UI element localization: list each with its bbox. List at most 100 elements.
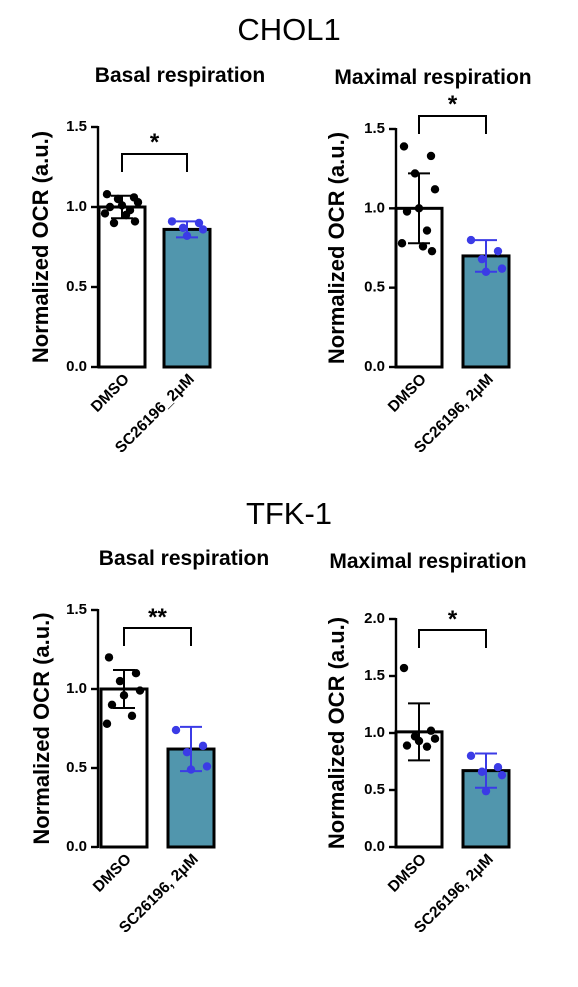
panel-title: Basal respiration (99, 547, 269, 570)
y-tick-label: 0.0 (364, 358, 385, 375)
x-category-label: DMSO (90, 851, 135, 896)
data-point-dmso (426, 726, 436, 735)
data-point-dmso (102, 719, 112, 728)
y-tick-label: 0.5 (66, 278, 87, 295)
significance-marker: * (448, 606, 458, 633)
significance-marker: ** (148, 604, 167, 631)
data-point-sc26196 (202, 762, 212, 771)
data-point-sc26196 (466, 751, 476, 760)
data-point-sc26196 (186, 765, 196, 774)
data-point-dmso (399, 663, 409, 673)
data-point-sc26196 (171, 725, 181, 735)
data-point-dmso (422, 226, 432, 235)
data-point-dmso (121, 210, 131, 220)
data-point-dmso (130, 217, 140, 226)
data-point-dmso (131, 669, 141, 678)
data-point-dmso (100, 209, 110, 218)
y-tick-label: 0.0 (364, 838, 385, 855)
chart-chol1-maximal-respiration: Maximal respiration Normalized OCR (a.u.)… (324, 66, 532, 457)
data-point-dmso (107, 700, 117, 709)
data-point-sc26196 (182, 231, 192, 240)
data-point-dmso (399, 142, 409, 151)
bar-dmso (99, 687, 149, 849)
x-category-label: DMSO (88, 371, 133, 416)
data-point-dmso (430, 185, 440, 194)
x-category-label: DMSO (385, 851, 430, 896)
y-tick-label: 0.5 (66, 759, 87, 776)
y-tick-label: 2.0 (364, 610, 385, 627)
y-axis-label: Normalized OCR (a.u.) (324, 617, 349, 849)
data-point-dmso (133, 198, 143, 207)
y-axis-label: Normalized OCR (a.u.) (324, 132, 349, 364)
data-point-dmso (113, 194, 123, 204)
data-point-dmso (402, 207, 412, 216)
data-point-sc26196 (477, 254, 487, 264)
data-point-dmso (426, 151, 436, 161)
significance-bracket (123, 627, 192, 646)
data-point-sc26196 (167, 217, 177, 226)
y-tick-label: 1.5 (66, 118, 87, 135)
data-point-dmso (115, 676, 125, 686)
y-tick-label: 0.5 (364, 781, 385, 798)
data-point-sc26196 (198, 741, 208, 751)
y-tick-label: 1.5 (364, 120, 385, 137)
group-title-tfk1: TFK-1 (245, 496, 333, 531)
data-point-dmso (135, 686, 145, 695)
data-point-dmso (102, 190, 112, 199)
data-point-sc26196 (481, 786, 491, 796)
data-point-dmso (410, 169, 420, 178)
panel-title: Maximal respiration (329, 550, 526, 573)
significance-marker: * (150, 129, 160, 156)
data-point-sc26196 (493, 246, 503, 256)
data-point-sc26196 (477, 767, 487, 776)
data-point-dmso (397, 239, 407, 248)
bar-dmso (97, 205, 147, 369)
y-tick-label: 0.5 (364, 279, 385, 296)
data-point-sc26196 (497, 264, 507, 273)
x-category-label: DMSO (385, 371, 430, 416)
data-point-dmso (127, 711, 137, 721)
y-axis-label: Normalized OCR (a.u.) (28, 131, 53, 363)
data-point-dmso (104, 653, 114, 662)
data-point-sc26196 (198, 225, 208, 234)
panel-title: Basal respiration (95, 64, 265, 87)
bar-sc26196 (162, 227, 212, 369)
data-point-dmso (418, 242, 428, 251)
data-point-sc26196 (182, 748, 192, 757)
data-point-sc26196 (493, 763, 503, 772)
y-tick-label: 1.0 (66, 680, 87, 697)
data-point-dmso (414, 204, 424, 213)
data-point-sc26196 (178, 223, 188, 232)
y-tick-label: 0.0 (66, 838, 87, 855)
y-tick-label: 1.0 (364, 724, 385, 741)
data-point-dmso (109, 218, 119, 228)
data-point-sc26196 (481, 267, 491, 276)
data-point-dmso (414, 736, 424, 746)
data-point-sc26196 (466, 235, 476, 245)
chart-tfk1-maximal-respiration: Maximal respiration Normalized OCR (a.u.)… (324, 550, 527, 937)
significance-bracket (418, 115, 487, 134)
data-point-dmso (117, 201, 127, 210)
data-point-sc26196 (194, 218, 204, 228)
significance-marker: * (448, 91, 458, 118)
data-point-sc26196 (497, 770, 507, 780)
significance-bracket (121, 153, 188, 172)
y-tick-label: 1.0 (66, 198, 87, 215)
y-tick-label: 1.0 (364, 199, 385, 216)
y-tick-label: 1.5 (66, 601, 87, 618)
data-point-dmso (402, 741, 412, 750)
panel-title: Maximal respiration (334, 66, 531, 89)
data-point-dmso (105, 202, 115, 212)
chart-chol1-basal-respiration: Basal respiration Normalized OCR (a.u.) 0.… (28, 64, 265, 457)
y-tick-label: 1.5 (364, 667, 385, 684)
group-title-chol1: CHOL1 (237, 12, 341, 47)
chart-tfk1-basal-respiration: Basal respiration Normalized OCR (a.u.) 0.… (29, 547, 269, 937)
data-point-dmso (119, 691, 129, 700)
y-axis-label: Normalized OCR (a.u.) (29, 612, 54, 844)
data-point-dmso (422, 742, 432, 751)
significance-bracket (418, 629, 487, 648)
data-point-dmso (427, 246, 437, 256)
y-tick-label: 0.0 (66, 358, 87, 375)
bar-sc26196 (461, 254, 511, 369)
data-point-dmso (430, 734, 440, 743)
